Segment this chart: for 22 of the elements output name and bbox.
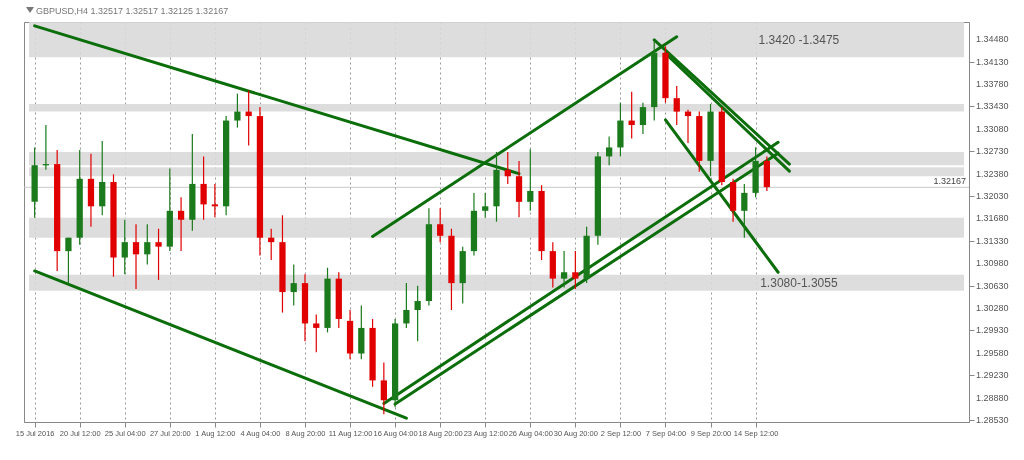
- y-tick-label: 1.31330: [976, 235, 1009, 246]
- y-tick-label: 1.29580: [976, 347, 1009, 358]
- y-tick-label: 1.34130: [976, 56, 1009, 67]
- y-tick-label: 1.33780: [976, 79, 1009, 90]
- y-tick-label: 1.33430: [976, 101, 1009, 112]
- y-tick-label: 1.30280: [976, 303, 1009, 314]
- y-tick-label: 1.32730: [976, 146, 1009, 157]
- y-tick-label: 1.32380: [976, 168, 1009, 179]
- band-label: 1.3080-1.3055: [760, 275, 838, 290]
- y-tick-label: 1.34480: [976, 34, 1009, 45]
- y-tick-label: 1.29230: [976, 370, 1009, 381]
- band-label: 1.3420 -1.3475: [758, 32, 840, 47]
- y-tick-label: 1.33080: [976, 123, 1009, 134]
- chart-title: GBPUSD,H4 1.32517 1.32517 1.32125 1.32167: [36, 6, 229, 16]
- y-tick-label: 1.32030: [976, 191, 1009, 202]
- y-tick-label: 1.30980: [976, 258, 1009, 269]
- y-tick-label: 1.29930: [976, 325, 1009, 336]
- y-tick-label: 1.30630: [976, 280, 1009, 291]
- y-tick-label: 1.31680: [976, 213, 1009, 224]
- y-tick-label: 1.28530: [976, 415, 1009, 426]
- ref-line-label: 1.32167: [933, 176, 966, 187]
- y-tick-label: 1.28880: [976, 392, 1009, 403]
